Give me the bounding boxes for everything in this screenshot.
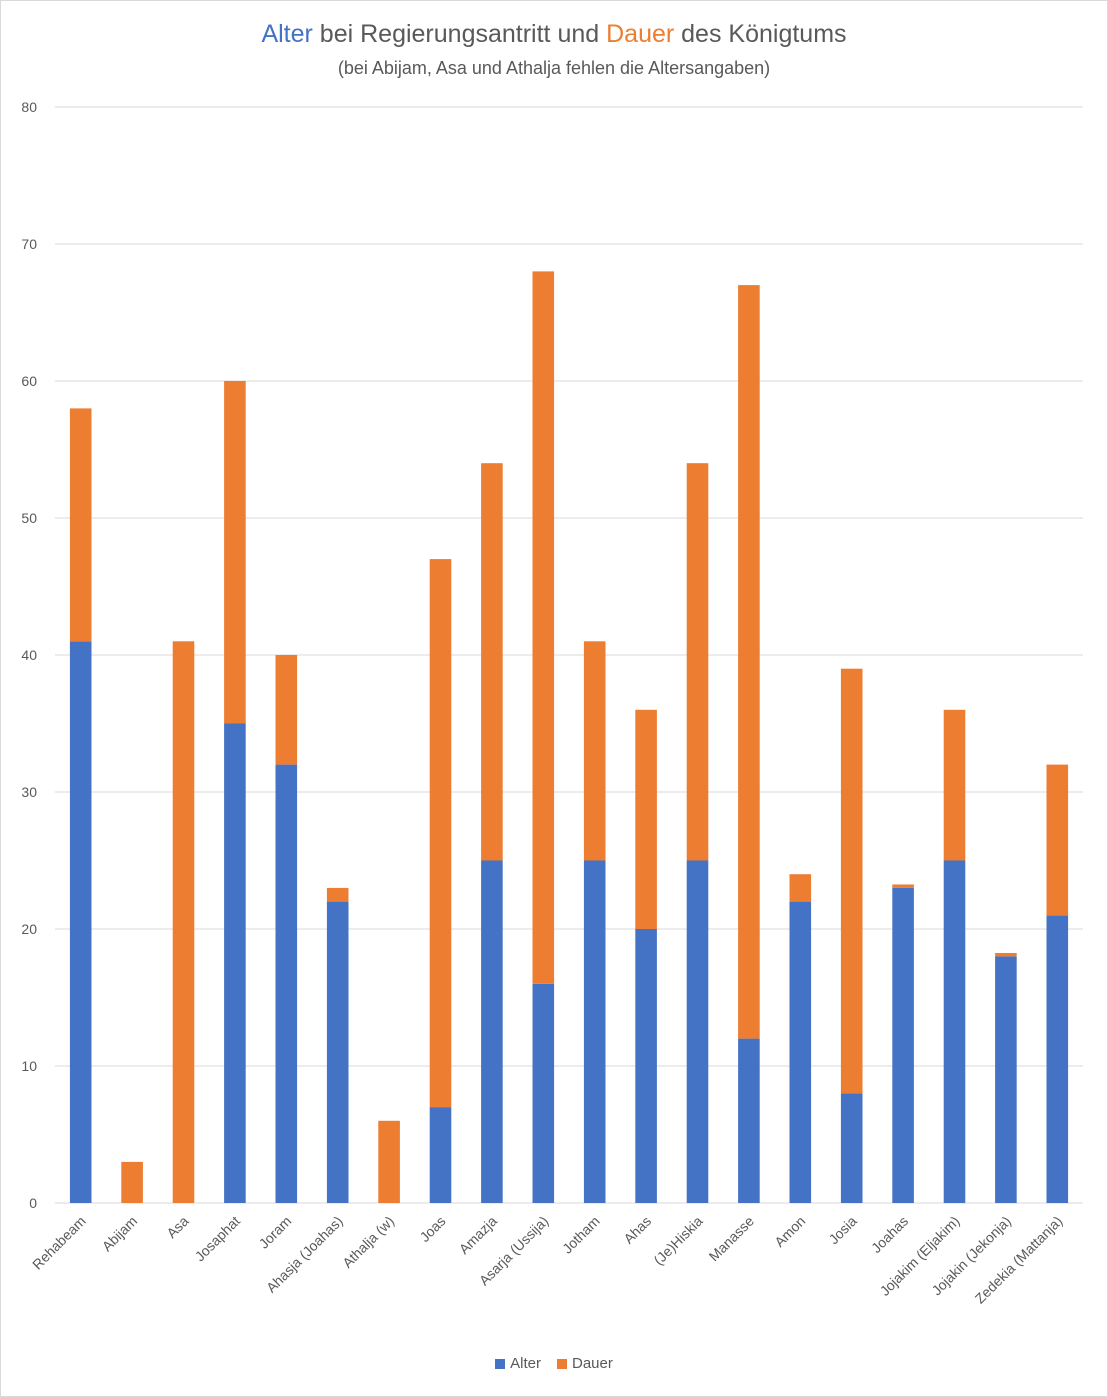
bar-dauer bbox=[121, 1161, 143, 1203]
y-tick-label: 60 bbox=[21, 373, 37, 389]
x-tick-label: Amazja bbox=[456, 1213, 500, 1257]
y-tick-label: 10 bbox=[21, 1058, 37, 1074]
x-tick-label: (Je)Hiskia bbox=[650, 1213, 705, 1268]
x-tick-label: Athalja (w) bbox=[339, 1213, 397, 1271]
bar-dauer bbox=[583, 641, 606, 861]
y-tick-label: 20 bbox=[21, 921, 37, 937]
bar-dauer bbox=[275, 655, 298, 765]
bar-dauer bbox=[532, 271, 555, 984]
bar-dauer bbox=[892, 884, 914, 888]
y-tick-label: 40 bbox=[21, 647, 37, 663]
bar-alter bbox=[1046, 915, 1069, 1203]
bar-alter bbox=[789, 901, 812, 1203]
bar-alter bbox=[635, 929, 657, 1203]
bar-dauer bbox=[326, 887, 349, 902]
y-tick-label: 80 bbox=[21, 99, 37, 115]
x-tick-label: Jotham bbox=[559, 1213, 603, 1257]
bar-dauer bbox=[995, 952, 1017, 957]
legend-label-dauer: Dauer bbox=[571, 1355, 613, 1372]
x-tick-label: Joas bbox=[416, 1213, 448, 1245]
bar-dauer bbox=[224, 381, 246, 724]
title-end: des Königtums bbox=[674, 20, 847, 48]
chart-title: Alter bei Regierungsantritt und Dauer de… bbox=[0, 20, 1108, 49]
bar-dauer bbox=[686, 463, 709, 861]
bar-dauer bbox=[943, 709, 966, 861]
bar-dauer bbox=[1046, 764, 1069, 916]
bar-alter bbox=[532, 983, 555, 1203]
x-tick-label: Manasse bbox=[706, 1213, 758, 1265]
bar-dauer bbox=[429, 559, 452, 1108]
bar-alter bbox=[224, 723, 246, 1203]
y-tick-label: 50 bbox=[21, 510, 37, 526]
y-tick-label: 30 bbox=[21, 784, 37, 800]
bar-alter bbox=[275, 764, 298, 1203]
bar-alter bbox=[840, 1093, 863, 1203]
bar-alter bbox=[943, 860, 966, 1203]
y-tick-label: 0 bbox=[29, 1195, 37, 1211]
x-tick-label: Abijam bbox=[99, 1213, 141, 1255]
x-tick-label: Josia bbox=[825, 1213, 860, 1248]
legend-item-dauer: Dauer bbox=[556, 1355, 613, 1372]
legend-swatch-dauer bbox=[556, 1358, 567, 1369]
legend: Alter Dauer bbox=[0, 1355, 1108, 1372]
bar-alter bbox=[686, 860, 709, 1203]
x-tick-label: Joahas bbox=[868, 1213, 911, 1256]
chart-subtitle: (bei Abijam, Asa und Athalja fehlen die … bbox=[337, 58, 771, 78]
x-tick-label: Rehabeam bbox=[29, 1213, 89, 1273]
title-mid: bei Regierungsantritt und bbox=[312, 20, 607, 48]
bar-alter bbox=[738, 1038, 760, 1203]
bar-dauer bbox=[481, 463, 503, 861]
bar-alter bbox=[481, 860, 503, 1203]
x-tick-label: Zedekia (Mattanja) bbox=[972, 1213, 1066, 1307]
title-dauer: Dauer bbox=[606, 20, 675, 48]
bar-alter bbox=[429, 1107, 452, 1203]
legend-swatch-alter bbox=[495, 1358, 506, 1369]
bar-dauer bbox=[738, 285, 760, 1039]
legend-label-alter: Alter bbox=[510, 1355, 541, 1372]
title-alter: Alter bbox=[261, 20, 313, 48]
bar-dauer bbox=[789, 874, 812, 902]
x-tick-label: Ahas bbox=[620, 1213, 654, 1247]
bar-dauer bbox=[635, 709, 657, 929]
x-tick-label: Josaphat bbox=[192, 1213, 244, 1265]
bar-alter bbox=[326, 901, 349, 1203]
x-tick-label: Asa bbox=[163, 1213, 192, 1242]
x-tick-label: Amon bbox=[771, 1213, 808, 1250]
bar-alter bbox=[69, 641, 92, 1203]
bar-alter bbox=[892, 887, 914, 1203]
bar-alter bbox=[583, 860, 606, 1203]
bar-dauer bbox=[69, 408, 92, 642]
bar-dauer bbox=[840, 668, 863, 1094]
legend-item-alter: Alter bbox=[495, 1355, 541, 1372]
bar-dauer bbox=[172, 641, 195, 1203]
y-tick-label: 70 bbox=[21, 236, 37, 252]
bar-dauer bbox=[378, 1120, 400, 1203]
bar-alter bbox=[995, 956, 1017, 1203]
x-tick-label: Joram bbox=[256, 1213, 295, 1252]
